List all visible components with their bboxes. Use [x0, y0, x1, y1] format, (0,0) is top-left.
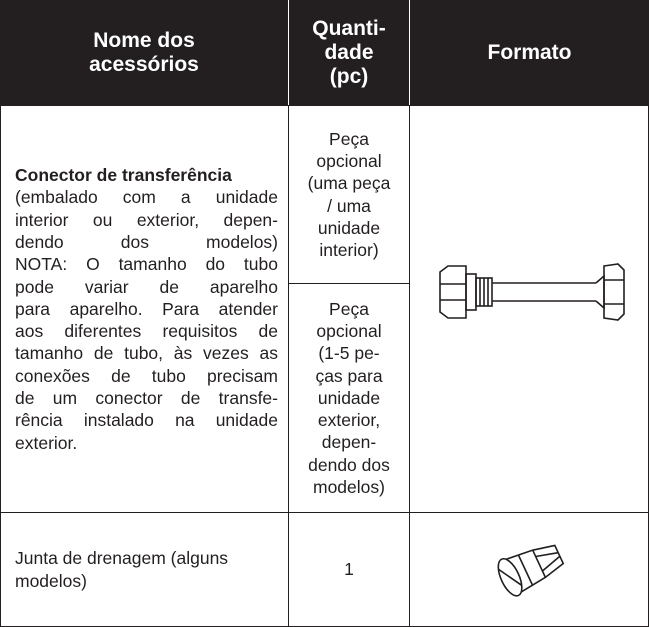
- text-line: modelos): [15, 570, 87, 591]
- text-line: ças para: [315, 365, 383, 386]
- text-line: (pc): [329, 64, 369, 88]
- text-line: dendo dos modelos): [15, 231, 278, 252]
- header-cell: Nome dos acessórios: [0, 0, 288, 105]
- text-line: Nome dos: [93, 28, 195, 52]
- text-line: interior): [319, 240, 379, 261]
- text-line: / uma: [327, 195, 371, 216]
- header-cell: Quanti-dade (pc): [288, 0, 409, 105]
- text-line: (uma peça: [307, 173, 391, 194]
- text-line: modelos): [313, 477, 385, 498]
- text-line: opcional: [316, 320, 382, 341]
- text-line: (1-5 pe-: [318, 343, 380, 364]
- text-line: opcional: [316, 150, 382, 171]
- text-line: Quanti-: [312, 16, 386, 40]
- text-line: unidade: [317, 217, 381, 238]
- quantity-cell: Peça opcional (uma peça / uma unidade interio…: [288, 105, 410, 284]
- text-line: pode variar de aparelho: [15, 276, 278, 297]
- drain-joint-icon: [497, 544, 565, 597]
- text-line: exterior.: [15, 432, 78, 453]
- text-line: acessórios: [89, 52, 199, 76]
- text-line: dendo dos: [308, 454, 390, 475]
- text-line: Formato: [487, 40, 572, 64]
- text-line: rência instalado na unidade: [15, 410, 278, 431]
- text-line: exterior,: [317, 410, 381, 431]
- text-line: dade: [324, 40, 374, 64]
- text-line: unidade: [317, 387, 381, 408]
- item-title: Conector de transferência: [15, 165, 232, 186]
- quantity-cell: Peça opcional (1-5 pe-ças para unidade exter…: [288, 283, 410, 513]
- text-line: para aparelho. Para atender: [15, 298, 278, 319]
- text-line: tamanho de tubo, às vezes as: [15, 343, 278, 364]
- text-line: depen-: [321, 432, 377, 453]
- text-line: aos diferentes requisitos de: [15, 321, 278, 342]
- text-line: de um conector de transfe-: [15, 388, 278, 409]
- text-line: 1: [344, 559, 354, 580]
- text-line: (embalado com a unidade: [15, 187, 278, 208]
- text-line: interior ou exterior, depen-: [15, 209, 278, 230]
- connector-icon: [439, 263, 625, 321]
- text-line: NOTA: O tamanho do tubo: [15, 254, 278, 275]
- text-line: Peça: [329, 128, 369, 149]
- text-line: Junta de drenagem (alguns: [15, 548, 229, 569]
- name-cell: Conector de transferência (embalado com a…: [0, 105, 289, 513]
- header-cell: Formato: [409, 0, 649, 105]
- text-line: conexões de tubo precisam: [15, 365, 278, 386]
- text-line: Peça: [329, 298, 369, 319]
